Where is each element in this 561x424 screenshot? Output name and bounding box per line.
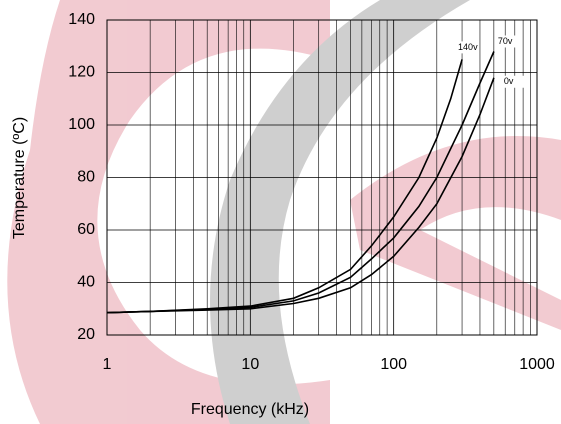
y-tick-label: 120 — [68, 64, 95, 81]
watermark — [7, 0, 561, 424]
y-tick-label: 140 — [68, 11, 95, 28]
x-tick-label: 1 — [103, 356, 112, 373]
series-label: 0v — [504, 76, 514, 86]
y-tick-label: 40 — [77, 274, 95, 291]
plot-area — [106, 19, 538, 336]
y-tick-label: 100 — [68, 116, 95, 133]
series-line — [106, 77, 495, 314]
series-label: 70v — [498, 36, 513, 46]
x-tick-label: 10 — [241, 356, 259, 373]
y-tick-label: 20 — [77, 326, 95, 343]
y-tick-label: 60 — [77, 221, 95, 238]
series-label-box — [456, 41, 479, 54]
series-line — [106, 51, 495, 314]
series-label-box — [501, 75, 524, 88]
plot-frame — [106, 19, 538, 336]
series-label-box — [495, 35, 518, 48]
series-label: 140v — [458, 42, 478, 52]
y-tick-label: 80 — [77, 169, 95, 186]
x-axis-label: Frequency (kHz) — [191, 401, 309, 418]
x-tick-label: 100 — [380, 356, 407, 373]
x-tick-label: 1000 — [519, 356, 555, 373]
y-axis-label: Temperature (ºC) — [11, 117, 28, 239]
